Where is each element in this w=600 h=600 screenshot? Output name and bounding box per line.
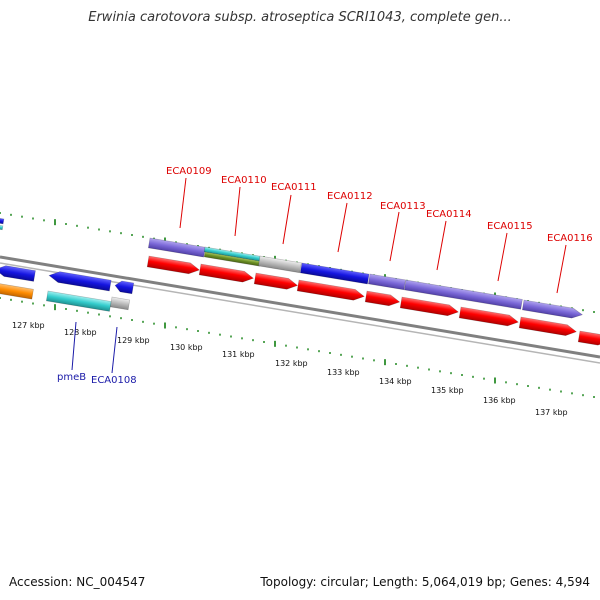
tick-label: 136 kbp — [483, 396, 516, 405]
cds-arrow[interactable] — [114, 280, 135, 295]
gene-label[interactable]: ECA0111 — [271, 182, 317, 193]
gene-leader-line — [556, 244, 567, 294]
gene-label[interactable]: pmeB — [57, 372, 86, 383]
tick-label: 129 kbp — [117, 336, 150, 345]
gene-leader-line — [111, 326, 118, 374]
cds-arrow[interactable] — [364, 290, 401, 307]
gene-label[interactable]: ECA0113 — [380, 201, 426, 212]
tick-label: 133 kbp — [327, 368, 360, 377]
tick-label: 128 kbp — [64, 328, 97, 337]
tick-label: 131 kbp — [222, 350, 255, 359]
cds-arrow[interactable] — [253, 272, 299, 291]
gene-label[interactable]: ECA0114 — [426, 209, 472, 220]
map-title: Erwinia carotovora subsp. atroseptica SC… — [88, 10, 512, 25]
cog-bar[interactable] — [110, 296, 131, 311]
cds-arrow[interactable] — [518, 316, 577, 337]
tick-label: 127 kbp — [12, 321, 45, 330]
backbone-line — [0, 255, 600, 359]
tick-label: 132 kbp — [275, 359, 308, 368]
cds-arrow[interactable] — [146, 255, 201, 275]
gene-leader-line — [497, 232, 508, 282]
gene-label[interactable]: ECA0110 — [221, 175, 267, 186]
accession-text: Accession: NC_004547 — [9, 575, 146, 589]
tick-label: 134 kbp — [379, 377, 412, 386]
cog-bar[interactable] — [203, 251, 261, 267]
cog-bar[interactable] — [0, 217, 5, 225]
gene-label[interactable]: ECA0115 — [487, 221, 533, 232]
tick-label: 130 kbp — [170, 343, 203, 352]
gene-leader-line — [282, 194, 292, 245]
cog-bar[interactable] — [404, 279, 523, 310]
genome-summary-text: Topology: circular; Length: 5,064,019 bp… — [260, 575, 590, 589]
cog-bar[interactable] — [258, 255, 302, 274]
cds-arrow[interactable] — [198, 263, 254, 284]
gene-leader-line — [234, 186, 241, 237]
gene-leader-line — [436, 220, 447, 271]
cds-arrow[interactable] — [0, 264, 36, 282]
gene-leader-line — [389, 211, 400, 262]
gene-label[interactable]: ECA0108 — [91, 375, 137, 386]
cog-bar[interactable] — [46, 290, 112, 312]
cds-arrow[interactable] — [296, 279, 365, 302]
gene-leader-line — [71, 321, 77, 371]
gene-label[interactable]: ECA0116 — [547, 233, 593, 244]
cog-bar[interactable] — [368, 273, 406, 291]
cog-bar[interactable] — [148, 237, 206, 258]
cog-bar[interactable] — [0, 224, 4, 231]
gene-leader-line — [179, 177, 187, 229]
gene-label[interactable]: ECA0112 — [327, 191, 373, 202]
cds-arrow[interactable] — [399, 296, 459, 317]
cds-arrow[interactable] — [458, 306, 519, 328]
cds-arrow[interactable] — [48, 270, 112, 292]
cds-arrow[interactable] — [577, 330, 600, 347]
tick-label: 135 kbp — [431, 386, 464, 395]
cog-bar[interactable] — [300, 262, 370, 285]
cog-bar[interactable] — [0, 282, 34, 300]
tick-label: 137 kbp — [535, 408, 568, 417]
gene-leader-line — [337, 202, 348, 253]
gene-label[interactable]: ECA0109 — [166, 166, 212, 177]
cog-bar[interactable] — [522, 299, 584, 320]
